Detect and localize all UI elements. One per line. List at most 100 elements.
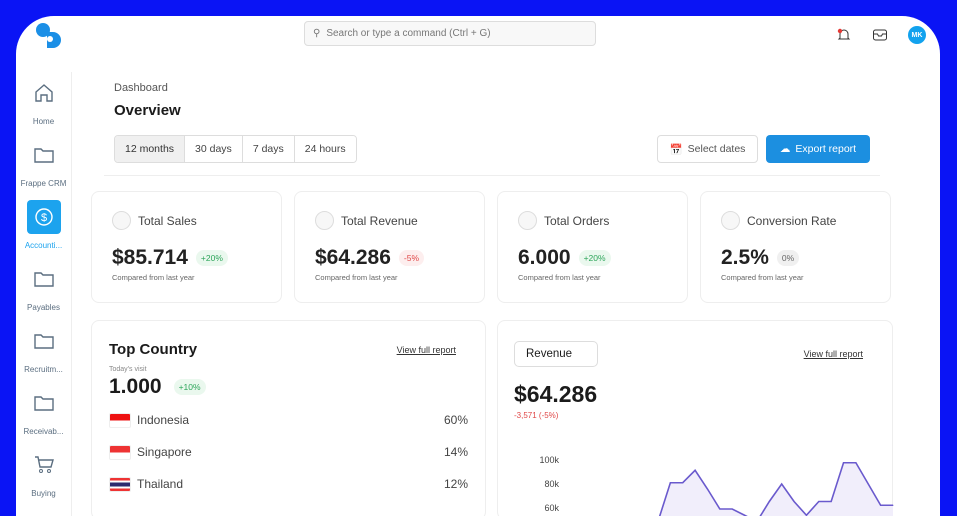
divider xyxy=(104,175,880,176)
select-dates-button[interactable]: 📅 Select dates xyxy=(657,135,758,163)
tab-30-days[interactable]: 30 days xyxy=(185,136,243,162)
sidebar-item-frappe-crm[interactable]: Frappe CRM xyxy=(16,134,71,196)
data-point xyxy=(793,501,795,502)
stat-icon xyxy=(112,211,131,230)
data-point xyxy=(682,482,684,484)
top-country-card: Top Country View full report Today's vis… xyxy=(91,320,486,516)
tab-24-hours[interactable]: 24 hours xyxy=(294,136,356,162)
y-tick-label: 100k xyxy=(539,455,559,465)
data-point xyxy=(768,501,770,502)
inbox-icon[interactable] xyxy=(872,28,888,42)
app-window: ⚲ Search or type a command (Ctrl + G) MK … xyxy=(16,16,940,516)
sidebar-item-label: Receivab... xyxy=(23,427,64,436)
stat-change-badge: -5% xyxy=(398,250,425,266)
thailand-flag-icon xyxy=(109,476,131,492)
indonesia-flag-icon xyxy=(109,412,131,428)
avatar[interactable]: MK xyxy=(908,26,926,44)
home-icon xyxy=(27,76,61,110)
sidebar-item-payables[interactable]: Payables xyxy=(16,258,71,320)
stat-icon xyxy=(315,211,334,230)
view-full-report-link[interactable]: View full report xyxy=(396,344,456,355)
revenue-value: $64.286 xyxy=(514,381,598,407)
search-icon: ⚲ xyxy=(313,28,321,39)
breadcrumb[interactable]: Dashboard xyxy=(114,82,168,94)
tab-12-months[interactable]: 12 months xyxy=(115,136,186,162)
folder-icon xyxy=(27,262,61,296)
stat-card: Total Revenue $64.286 -5% Compared from l… xyxy=(294,191,485,303)
data-point xyxy=(781,483,783,485)
stat-compare: Compared from last year xyxy=(112,273,195,282)
export-report-button[interactable]: ☁ Export report xyxy=(766,135,870,163)
y-tick-label: 80k xyxy=(544,479,559,489)
stat-icon xyxy=(721,211,740,230)
visits-label: Today's visit xyxy=(109,366,147,373)
revenue-area xyxy=(659,462,893,516)
folder-icon xyxy=(27,386,61,420)
singapore-flag-icon xyxy=(109,444,131,460)
data-point xyxy=(731,508,733,510)
stat-card: Total Orders 6.000 +20% Compared from las… xyxy=(497,191,688,303)
revenue-line xyxy=(658,461,893,516)
sidebar-item-recruitm[interactable]: Recruitm... xyxy=(16,320,71,382)
stat-card: Total Sales $85.714 +20% Compared from la… xyxy=(91,191,282,303)
app-logo xyxy=(36,23,61,48)
stat-label: Conversion Rate xyxy=(747,213,837,228)
sidebar-item-buying[interactable]: Buying xyxy=(16,444,71,506)
stat-change-badge: +20% xyxy=(195,250,228,266)
sidebar-item-label: Payables xyxy=(27,303,60,312)
stat-value: $85.714 xyxy=(112,246,188,269)
bell-icon[interactable] xyxy=(836,27,852,43)
sidebar-item-label: Recruitm... xyxy=(24,365,63,374)
data-point xyxy=(843,462,845,464)
country-row: Singapore 14% xyxy=(109,436,468,468)
tab-7-days[interactable]: 7 days xyxy=(242,136,295,162)
stat-change-badge: 0% xyxy=(776,250,800,266)
stat-value: 6.000 xyxy=(518,246,571,269)
stat-card: Conversion Rate 2.5% 0% Compared from las… xyxy=(700,191,891,303)
sidebar-item-label: Home xyxy=(32,117,55,126)
stat-compare: Compared from last year xyxy=(518,273,601,282)
stat-icon xyxy=(518,211,537,230)
y-tick-label: 60k xyxy=(544,503,559,513)
country-row: Indonesia 60% xyxy=(109,404,468,436)
stat-label: Total Orders xyxy=(544,213,610,228)
stat-value: $64.286 xyxy=(315,246,391,269)
data-point xyxy=(830,501,832,502)
revenue-dropdown[interactable]: Revenue xyxy=(514,341,598,367)
sidebar-item-home[interactable]: Home xyxy=(16,72,71,134)
stat-label: Total Sales xyxy=(138,213,197,228)
sidebar-item-receivab[interactable]: Receivab... xyxy=(16,382,71,444)
revenue-change: -3,571 (-5%) xyxy=(514,411,559,420)
visits-change-badge: +10% xyxy=(173,379,206,395)
data-point xyxy=(855,462,857,464)
country-row: Thailand 12% xyxy=(109,468,468,500)
data-point xyxy=(706,488,708,490)
dollar-icon: $ xyxy=(26,200,61,234)
stat-value: 2.5% xyxy=(721,246,769,269)
data-point xyxy=(669,482,671,484)
sidebar-item-label: Frappe CRM xyxy=(20,179,67,188)
revenue-card: Revenue View full report $64.286 -3,571 … xyxy=(497,320,893,516)
visits-value: 1.000 xyxy=(109,375,162,398)
time-range-tabs: 12 months 30 days 7 days 24 hours xyxy=(114,135,357,163)
page-title: Overview xyxy=(114,102,181,119)
sidebar-item-label: Buying xyxy=(31,489,56,498)
stat-change-badge: +20% xyxy=(578,250,611,266)
stat-compare: Compared from last year xyxy=(721,273,804,282)
data-point xyxy=(818,501,820,502)
sidebar-item-accounti[interactable]: $ Accounti... xyxy=(16,196,71,258)
folder-icon xyxy=(27,138,61,172)
data-point xyxy=(719,508,721,510)
top-country-title: Top Country xyxy=(109,341,198,358)
view-full-report-link[interactable]: View full report xyxy=(803,349,863,359)
search-input[interactable]: ⚲ Search or type a command (Ctrl + G) xyxy=(304,21,596,46)
cart-icon xyxy=(27,448,61,482)
revenue-chart: 100k 80k 60k xyxy=(539,455,894,516)
svg-text:$: $ xyxy=(40,212,46,224)
data-point xyxy=(694,469,696,471)
folder-icon xyxy=(27,324,61,358)
cloud-upload-icon: ☁ xyxy=(779,143,791,155)
calendar-icon: 📅 xyxy=(669,143,683,156)
data-point xyxy=(880,504,882,506)
data-point xyxy=(867,483,869,485)
